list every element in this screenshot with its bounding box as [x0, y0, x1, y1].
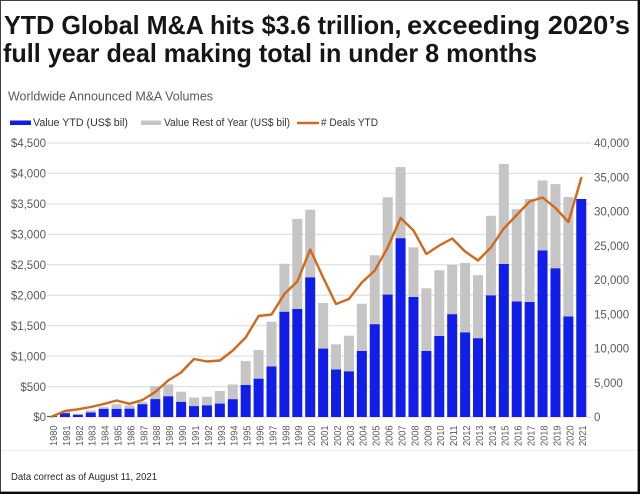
svg-text:$4,500: $4,500 — [11, 138, 46, 150]
svg-text:$500: $500 — [20, 382, 46, 394]
svg-text:2000: 2000 — [307, 425, 318, 446]
svg-text:2020: 2020 — [565, 425, 576, 446]
svg-text:1985: 1985 — [114, 425, 125, 446]
svg-text:exceeding 2020’s: exceeding 2020’s — [407, 10, 630, 40]
svg-text:1981: 1981 — [62, 425, 73, 446]
svg-text:$3,000: $3,000 — [11, 230, 46, 242]
svg-text:2015: 2015 — [501, 425, 512, 446]
svg-text:1989: 1989 — [165, 425, 176, 446]
svg-text:2003: 2003 — [346, 425, 357, 446]
svg-text:1992: 1992 — [204, 425, 215, 446]
svg-text:Value YTD (US$ bil): Value YTD (US$ bil) — [33, 117, 128, 129]
svg-text:$1,500: $1,500 — [11, 321, 46, 333]
svg-text:0: 0 — [594, 412, 600, 424]
svg-text:35,000: 35,000 — [594, 172, 629, 184]
svg-text:full year deal making total in: full year deal making total in under 8 m… — [3, 38, 537, 68]
svg-text:2008: 2008 — [410, 425, 421, 446]
svg-text:2005: 2005 — [372, 425, 383, 446]
svg-text:2013: 2013 — [475, 425, 486, 446]
svg-text:1990: 1990 — [178, 425, 189, 446]
svg-text:1995: 1995 — [243, 425, 254, 446]
svg-text:2019: 2019 — [552, 425, 563, 446]
svg-text:1994: 1994 — [230, 425, 241, 446]
svg-text:2012: 2012 — [462, 425, 473, 446]
svg-text:30,000: 30,000 — [594, 207, 629, 219]
svg-text:1998: 1998 — [281, 425, 292, 446]
svg-text:2001: 2001 — [320, 425, 331, 446]
svg-text:Data correct as of August 11,: Data correct as of August 11, 2021 — [11, 472, 157, 483]
svg-text:Value Rest of Year (US$ bil): Value Rest of Year (US$ bil) — [164, 117, 290, 129]
svg-text:2004: 2004 — [359, 425, 370, 446]
svg-text:1980: 1980 — [49, 425, 60, 446]
svg-text:1986: 1986 — [126, 425, 137, 446]
svg-text:2016: 2016 — [514, 425, 525, 446]
svg-text:1987: 1987 — [139, 425, 150, 446]
svg-text:2021: 2021 — [578, 425, 589, 446]
svg-text:YTD Global M&A hits $3.6 trill: YTD Global M&A hits $3.6 trillion, — [4, 10, 402, 40]
svg-text:1999: 1999 — [294, 425, 305, 446]
svg-text:2011: 2011 — [449, 425, 460, 446]
svg-text:2006: 2006 — [385, 425, 396, 446]
svg-text:25,000: 25,000 — [594, 241, 629, 253]
svg-text:1997: 1997 — [268, 425, 279, 446]
svg-text:1991: 1991 — [191, 425, 202, 446]
svg-text:2018: 2018 — [540, 425, 551, 446]
svg-text:1984: 1984 — [101, 425, 112, 446]
svg-text:$3,500: $3,500 — [11, 199, 46, 211]
svg-text:1988: 1988 — [152, 425, 163, 446]
svg-text:$0: $0 — [33, 412, 46, 424]
svg-text:1996: 1996 — [256, 425, 267, 446]
svg-text:10,000: 10,000 — [594, 344, 629, 356]
svg-text:40,000: 40,000 — [594, 138, 629, 150]
svg-text:2002: 2002 — [333, 425, 344, 446]
svg-text:15,000: 15,000 — [594, 309, 629, 321]
svg-text:5,000: 5,000 — [594, 378, 623, 390]
svg-text:2017: 2017 — [527, 425, 538, 446]
svg-text:2010: 2010 — [436, 425, 447, 446]
svg-text:$2,500: $2,500 — [11, 260, 46, 272]
svg-text:$4,000: $4,000 — [11, 169, 46, 181]
svg-text:# Deals YTD: # Deals YTD — [321, 117, 378, 129]
svg-text:1982: 1982 — [75, 425, 86, 446]
svg-text:1993: 1993 — [217, 425, 228, 446]
svg-text:Worldwide Announced M&A Volume: Worldwide Announced M&A Volumes — [8, 90, 213, 104]
svg-text:$1,000: $1,000 — [11, 351, 46, 363]
svg-text:2009: 2009 — [423, 425, 434, 446]
svg-text:$2,000: $2,000 — [11, 290, 46, 302]
svg-text:2007: 2007 — [398, 425, 409, 446]
svg-text:1983: 1983 — [88, 425, 99, 446]
svg-text:20,000: 20,000 — [594, 275, 629, 287]
svg-text:2014: 2014 — [488, 425, 499, 446]
